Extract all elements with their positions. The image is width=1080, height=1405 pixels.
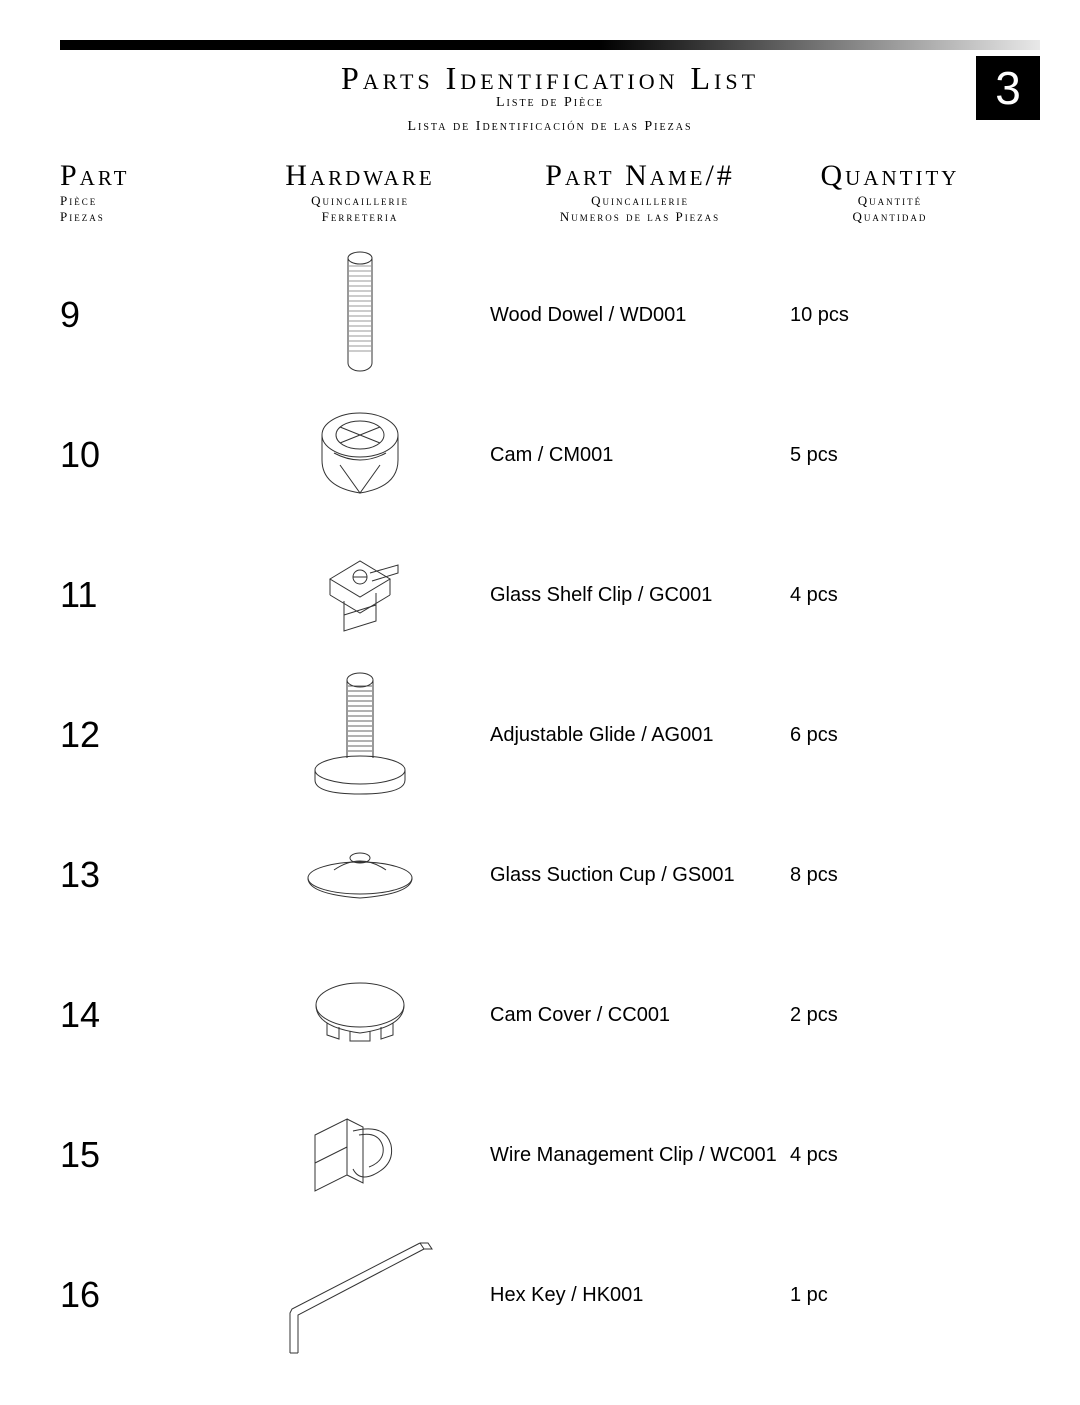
wire-clip-icon — [305, 1105, 415, 1205]
hardware-icon-cell — [230, 543, 490, 648]
col-part-main: Part — [60, 159, 129, 192]
page-number: 3 — [995, 61, 1021, 115]
hardware-icon-cell — [230, 405, 490, 505]
part-name: Wood Dowel / WD001 — [490, 304, 790, 327]
part-name: Adjustable Glide / AG001 — [490, 724, 790, 747]
table-row: 15 Wire Management Clip / WC001 4 pcs — [60, 1085, 1000, 1225]
table-row: 16 Hex Key / HK001 1 pc — [60, 1225, 1000, 1365]
cam-cover-icon — [305, 973, 415, 1058]
column-headers: Part Pièce Piezas Hardware Quincaillerie… — [60, 159, 1040, 225]
col-part-es: Piezas — [60, 209, 230, 225]
col-name-main: Part Name/# — [545, 159, 735, 192]
title-row: Parts Identification List Liste de Pièce… — [60, 60, 1040, 135]
part-qty: 6 pcs — [790, 724, 990, 747]
part-qty: 1 pc — [790, 1284, 990, 1307]
part-qty: 8 pcs — [790, 864, 990, 887]
table-row: 14 Cam Cover / CC001 2 pcs — [60, 945, 1000, 1085]
part-name: Cam / CM001 — [490, 444, 790, 467]
part-qty: 2 pcs — [790, 1004, 990, 1027]
title-fr: Liste de Pièce — [60, 95, 1040, 111]
col-head-part: Part Pièce Piezas — [60, 159, 230, 225]
part-number: 10 — [60, 434, 230, 476]
hardware-icon-cell — [230, 838, 490, 913]
part-number: 13 — [60, 854, 230, 896]
title-main: Parts Identification List — [60, 60, 1040, 97]
page-number-box: 3 — [976, 56, 1040, 120]
part-name: Hex Key / HK001 — [490, 1284, 790, 1307]
page: Parts Identification List Liste de Pièce… — [0, 0, 1080, 1405]
table-row: 13 Glass Suction Cup / GS001 8 pcs — [60, 805, 1000, 945]
part-number: 12 — [60, 714, 230, 756]
part-name: Wire Management Clip / WC001 — [490, 1144, 790, 1167]
table-row: 10 Cam / CM001 5 pcs — [60, 385, 1000, 525]
wood-dowel-icon — [335, 248, 385, 383]
part-qty: 5 pcs — [790, 444, 990, 467]
part-number: 15 — [60, 1134, 230, 1176]
part-qty: 4 pcs — [790, 1144, 990, 1167]
table-row: 12 Adjustable Glide / AG001 6 pcs — [60, 665, 1000, 805]
parts-rows: 9 Wood Dowel / WD001 10 pcs 10 Cam / CM0… — [60, 245, 1040, 1365]
part-name: Glass Shelf Clip / GC001 — [490, 584, 790, 607]
col-qty-es: Quantidad — [790, 209, 990, 225]
col-name-fr: Quincaillerie — [490, 193, 790, 209]
hardware-icon-cell — [230, 248, 490, 383]
suction-cup-icon — [300, 838, 420, 913]
col-head-hardware: Hardware Quincaillerie Ferreteria — [230, 159, 490, 225]
part-qty: 4 pcs — [790, 584, 990, 607]
part-qty: 10 pcs — [790, 304, 990, 327]
glide-icon — [305, 668, 415, 803]
table-row: 11 Glass Shelf Clip / GC001 4 pcs — [60, 525, 1000, 665]
col-part-fr: Pièce — [60, 193, 230, 209]
part-name: Cam Cover / CC001 — [490, 1004, 790, 1027]
hardware-icon-cell — [230, 668, 490, 803]
title-es: Lista de Identificación de las Piezas — [60, 119, 1040, 135]
table-row: 9 Wood Dowel / WD001 10 pcs — [60, 245, 1000, 385]
col-qty-fr: Quantité — [790, 193, 990, 209]
part-number: 11 — [60, 574, 230, 616]
top-gradient-bar — [60, 40, 1040, 50]
col-head-qty: Quantity Quantité Quantidad — [790, 159, 990, 225]
hex-key-icon — [270, 1223, 450, 1368]
hardware-icon-cell — [230, 1223, 490, 1368]
col-qty-main: Quantity — [821, 159, 960, 192]
part-number: 9 — [60, 294, 230, 336]
hardware-icon-cell — [230, 1105, 490, 1205]
cam-icon — [310, 405, 410, 505]
col-hw-es: Ferreteria — [230, 209, 490, 225]
col-hw-main: Hardware — [285, 159, 435, 192]
part-number: 14 — [60, 994, 230, 1036]
shelf-clip-icon — [310, 543, 410, 648]
col-head-name: Part Name/# Quincaillerie Numeros de las… — [490, 159, 790, 225]
hardware-icon-cell — [230, 973, 490, 1058]
col-hw-fr: Quincaillerie — [230, 193, 490, 209]
col-name-es: Numeros de las Piezas — [490, 209, 790, 225]
part-name: Glass Suction Cup / GS001 — [490, 864, 790, 887]
part-number: 16 — [60, 1274, 230, 1316]
